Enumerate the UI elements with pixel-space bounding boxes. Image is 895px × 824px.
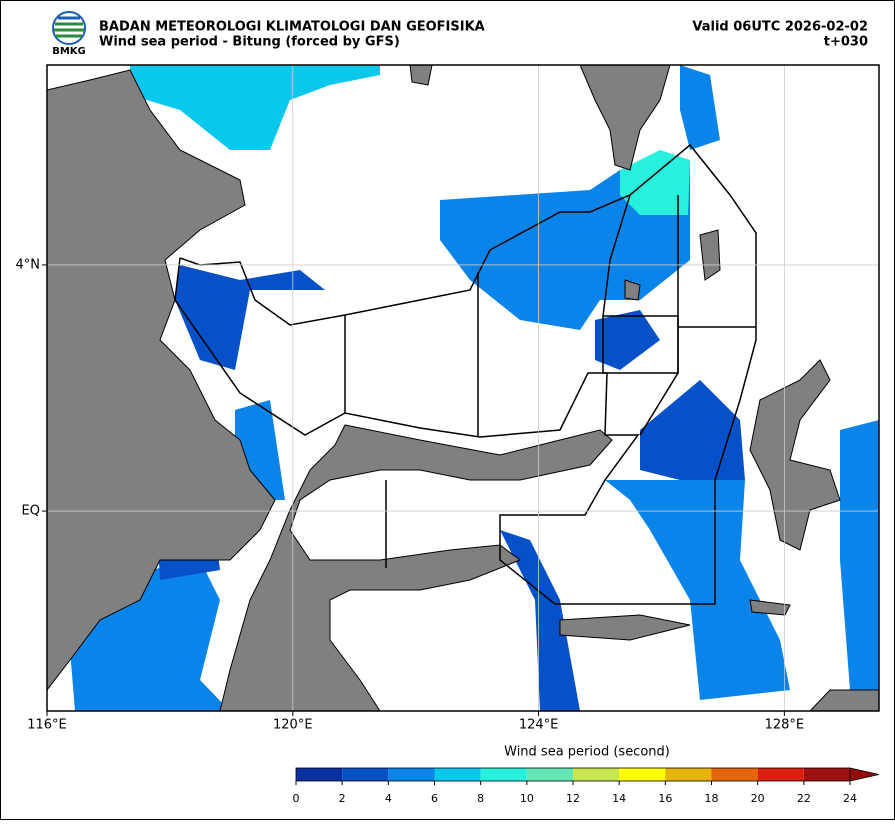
subtitle: Wind sea period - Bitung (forced by GFS) bbox=[99, 35, 400, 50]
lon-tick-label: 116°E bbox=[27, 718, 67, 733]
colorbar-segment bbox=[803, 768, 850, 781]
forecast-step: t+030 bbox=[824, 35, 868, 50]
colorbar-tick-label: 8 bbox=[477, 792, 484, 805]
map bbox=[47, 65, 879, 711]
colorbar-segment bbox=[342, 768, 389, 781]
logo-text: BMKG bbox=[52, 46, 86, 57]
colorbar-tick-label: 22 bbox=[797, 792, 811, 805]
lon-tick-label: 120°E bbox=[273, 718, 313, 733]
lon-tick-label: 128°E bbox=[765, 718, 805, 733]
colorbar-segment bbox=[434, 768, 481, 781]
colorbar-tick-label: 14 bbox=[612, 792, 626, 805]
colorbar-segment bbox=[388, 768, 435, 781]
colorbar-tick-label: 12 bbox=[566, 792, 580, 805]
colorbar-tick-label: 24 bbox=[843, 792, 857, 805]
lon-tick-label: 124°E bbox=[519, 718, 559, 733]
land bbox=[47, 65, 879, 711]
colorbar-tick-label: 0 bbox=[293, 792, 300, 805]
logo: BMKG bbox=[52, 11, 86, 57]
colorbar-tick-label: 18 bbox=[705, 792, 719, 805]
colorbar-segment bbox=[619, 768, 666, 781]
colorbar-segment bbox=[665, 768, 712, 781]
colorbar-tick-label: 10 bbox=[520, 792, 534, 805]
colorbar-segment bbox=[711, 768, 758, 781]
colorbar-segment bbox=[526, 768, 573, 781]
lat-tick-label: 4°N bbox=[16, 257, 41, 272]
map-frame bbox=[46, 64, 880, 712]
colorbar-segment bbox=[480, 768, 527, 781]
lat-tick-label: EQ bbox=[22, 504, 40, 519]
colorbar-segment bbox=[757, 768, 804, 781]
colorbar-tick-label: 2 bbox=[339, 792, 346, 805]
colorbar-tick-label: 16 bbox=[658, 792, 672, 805]
colorbar-tick-label: 20 bbox=[751, 792, 765, 805]
title: BADAN METEOROLOGI KLIMATOLOGI DAN GEOFIS… bbox=[99, 20, 485, 35]
colorbar-segment bbox=[296, 768, 343, 781]
valid-time: Valid 06UTC 2026-02-02 bbox=[692, 20, 868, 35]
colorbar-label: Wind sea period (second) bbox=[504, 745, 670, 760]
colorbar-segment bbox=[573, 768, 620, 781]
colorbar-tick-label: 4 bbox=[385, 792, 392, 805]
colorbar-tick-label: 6 bbox=[431, 792, 438, 805]
domain-lines bbox=[174, 143, 757, 605]
